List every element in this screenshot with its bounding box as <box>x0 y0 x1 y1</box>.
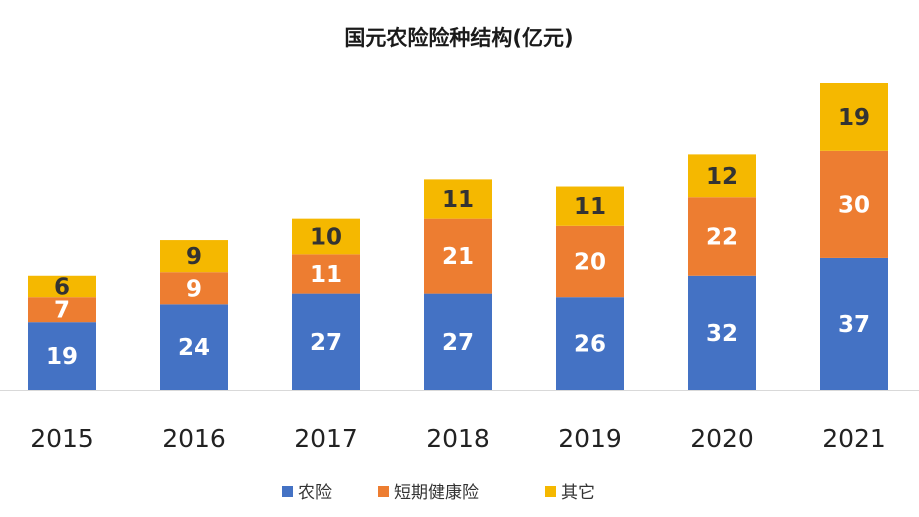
bar-segment-其它-2019 <box>556 186 624 226</box>
x-tick-label: 2018 <box>426 424 490 453</box>
bar-segment-短期健康险-2021 <box>820 150 888 258</box>
bar-segment-农险-2020 <box>688 275 756 390</box>
data-label: 9 <box>186 244 202 270</box>
bar-segment-农险-2017 <box>292 293 360 390</box>
bar-segment-短期健康险-2019 <box>556 225 624 298</box>
x-tick-label: 2015 <box>30 424 94 453</box>
data-label: 22 <box>706 225 738 251</box>
bar-segment-其它-2020 <box>688 154 756 198</box>
legend-swatch <box>378 486 389 497</box>
chart-title: 国元农险险种结构(亿元) <box>344 26 573 50</box>
bar-segment-其它-2015 <box>28 275 96 298</box>
data-label: 24 <box>178 335 210 361</box>
legend-label: 其它 <box>561 483 595 503</box>
x-tick-label: 2016 <box>162 424 226 453</box>
bar-segment-其它-2018 <box>424 179 492 219</box>
data-label: 37 <box>838 312 870 338</box>
bar-segment-农险-2016 <box>160 304 228 390</box>
bar-segment-其它-2016 <box>160 240 228 273</box>
data-label: 20 <box>574 249 606 275</box>
bar-segment-短期健康险-2016 <box>160 272 228 305</box>
data-label: 19 <box>838 105 870 131</box>
data-label: 30 <box>838 192 870 218</box>
bar-segment-农险-2015 <box>28 322 96 390</box>
data-label: 11 <box>574 194 606 220</box>
data-label: 26 <box>574 332 606 358</box>
bar-segment-其它-2017 <box>292 218 360 255</box>
data-label: 19 <box>46 344 78 370</box>
bar-segment-其它-2021 <box>820 83 888 151</box>
data-label: 11 <box>442 187 474 213</box>
x-tick-label: 2020 <box>690 424 754 453</box>
bar-segment-农险-2018 <box>424 293 492 390</box>
data-label: 27 <box>310 330 342 356</box>
x-tick-label: 2017 <box>294 424 358 453</box>
x-tick-label: 2019 <box>558 424 622 453</box>
data-label: 27 <box>442 330 474 356</box>
data-label: 21 <box>442 244 474 270</box>
bar-segment-短期健康险-2015 <box>28 297 96 323</box>
data-label: 11 <box>310 262 342 288</box>
legend-label: 短期健康险 <box>394 483 479 503</box>
bar-segment-短期健康险-2017 <box>292 254 360 294</box>
x-tick-label: 2021 <box>822 424 886 453</box>
data-label: 32 <box>706 321 738 347</box>
legend-swatch <box>545 486 556 497</box>
data-label: 6 <box>54 274 70 300</box>
legend-label: 农险 <box>298 483 332 503</box>
data-label: 9 <box>186 276 202 302</box>
legend-swatch <box>282 486 293 497</box>
data-label: 10 <box>310 225 342 251</box>
bar-segment-农险-2019 <box>556 297 624 390</box>
bar-segment-短期健康险-2020 <box>688 197 756 276</box>
data-label: 12 <box>706 164 738 190</box>
bar-segment-农险-2021 <box>820 257 888 390</box>
data-label: 7 <box>54 298 70 324</box>
bar-segment-短期健康险-2018 <box>424 218 492 294</box>
